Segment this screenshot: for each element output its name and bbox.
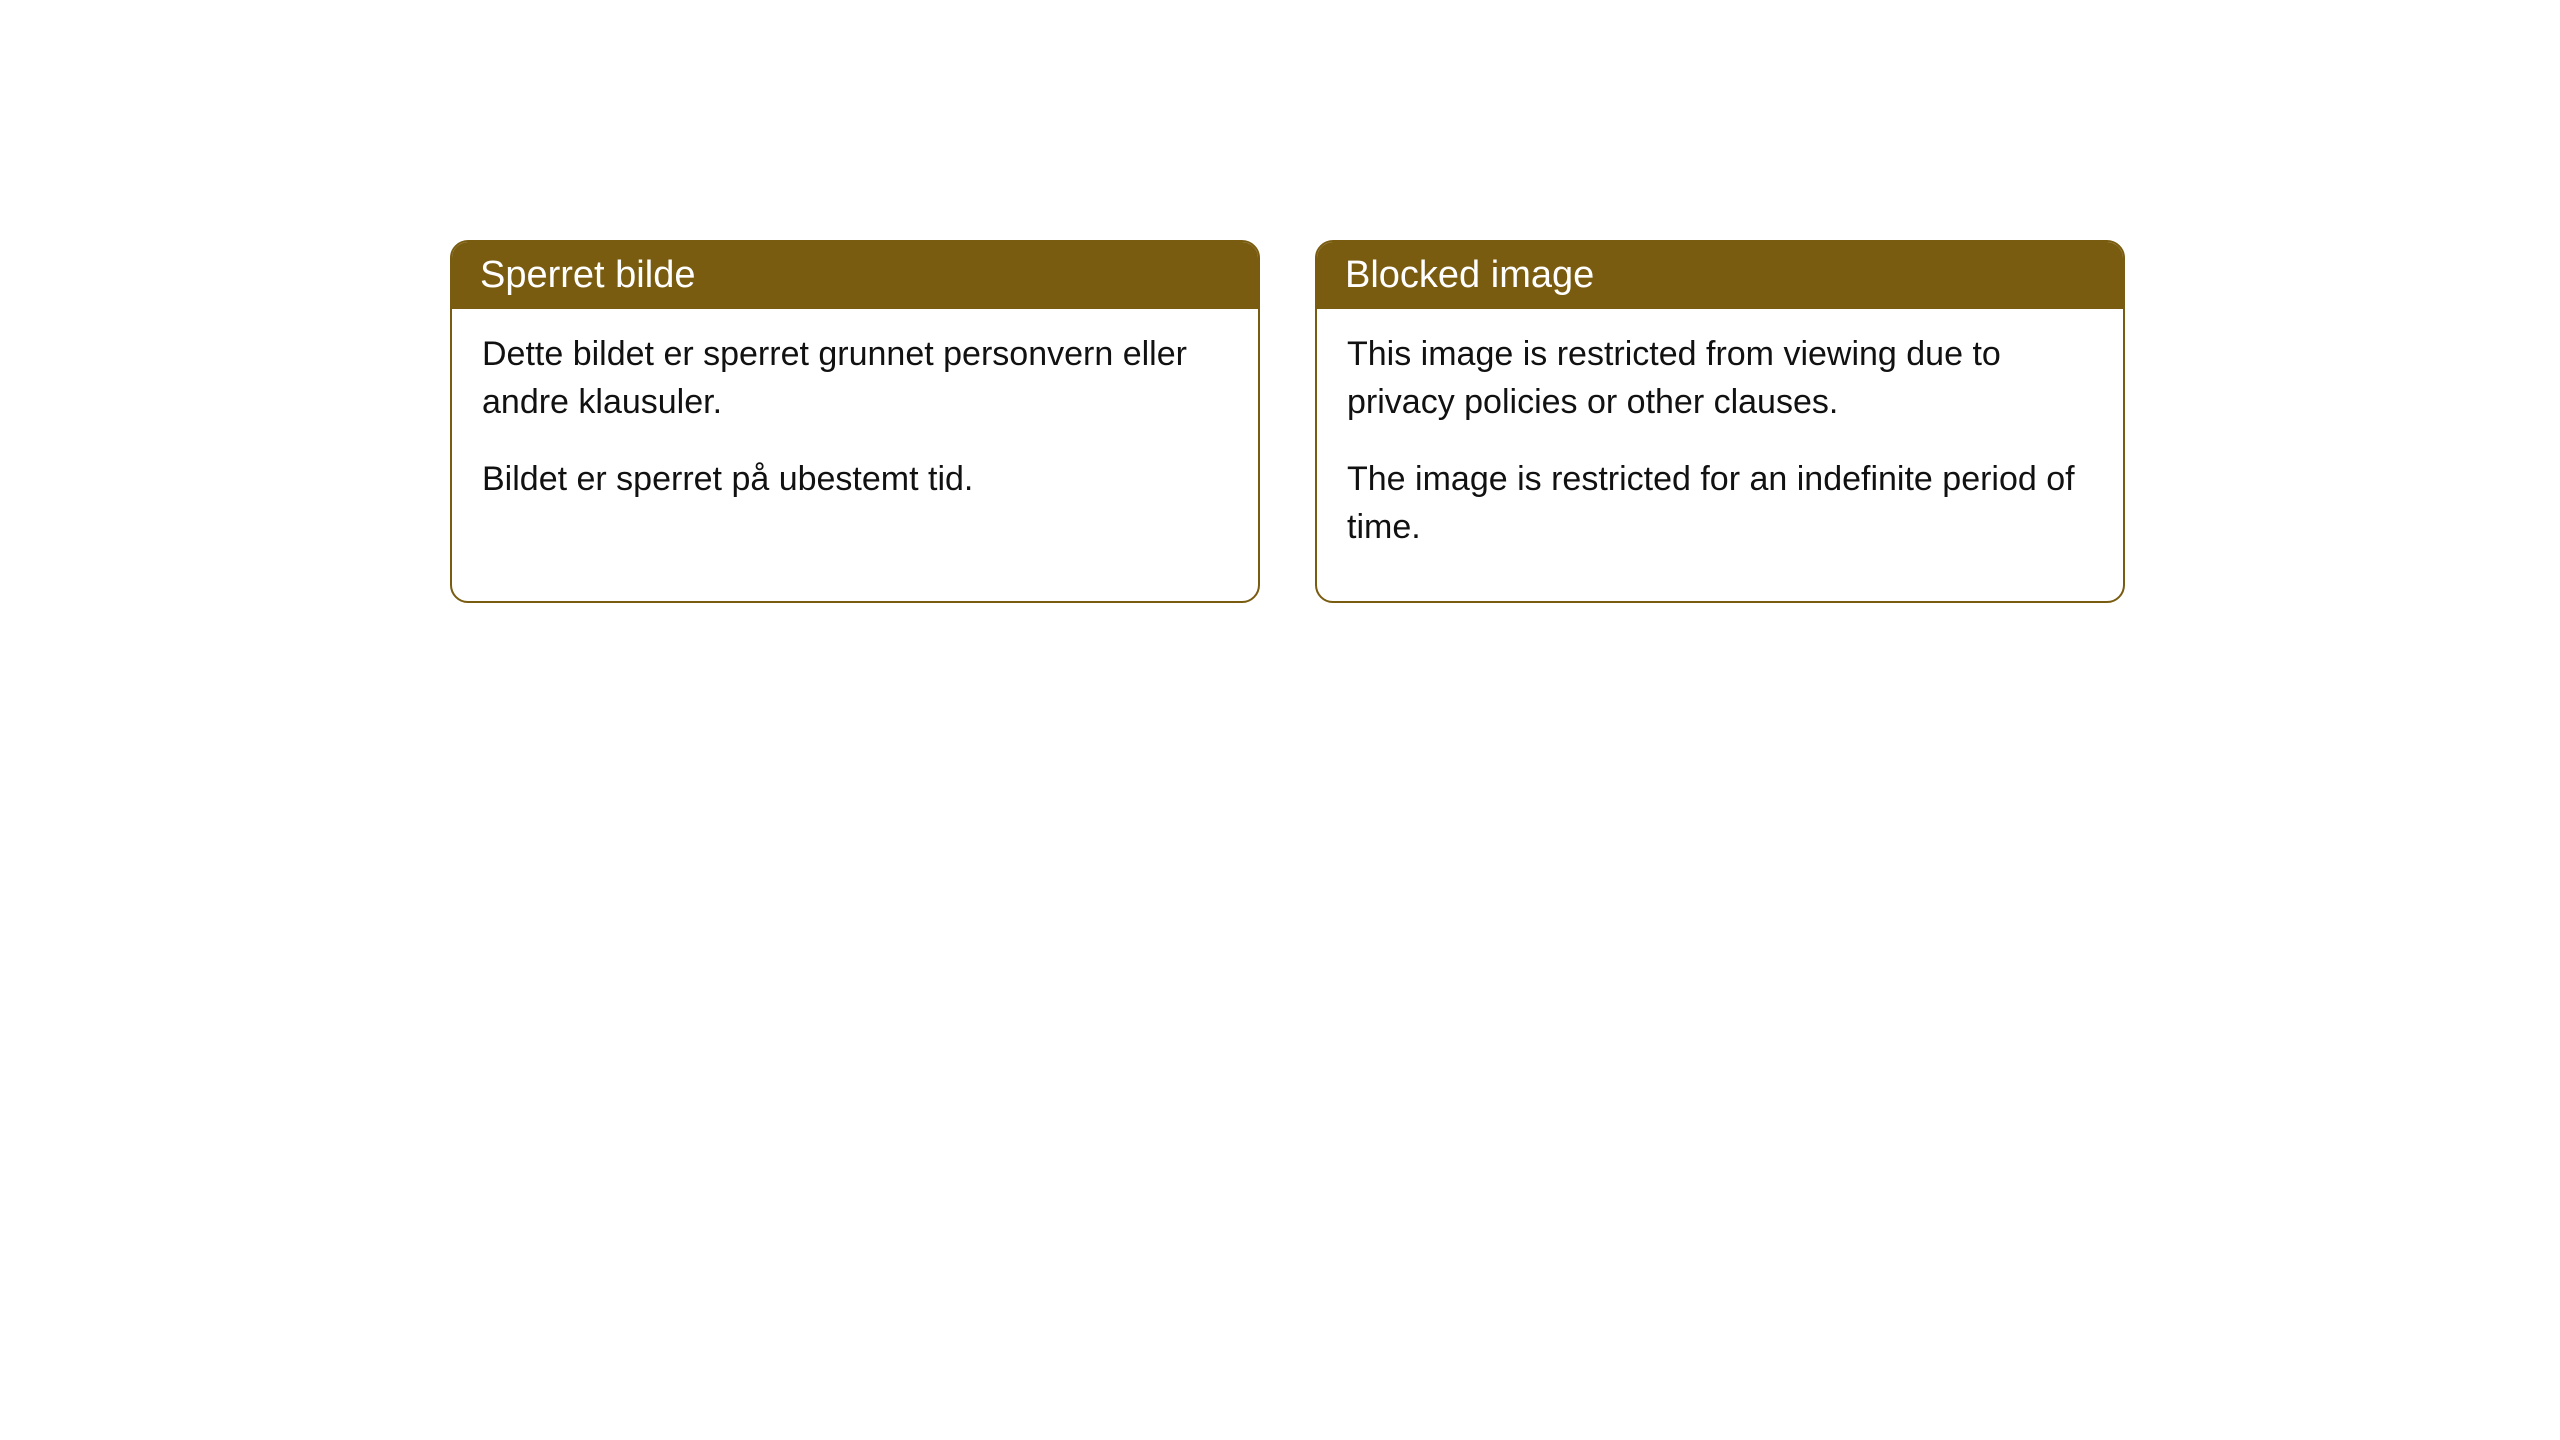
card-body-no: Dette bildet er sperret grunnet personve… [452, 309, 1258, 554]
card-title-en: Blocked image [1345, 254, 1594, 296]
card-text-en-2: The image is restricted for an indefinit… [1347, 456, 2093, 551]
card-header-no: Sperret bilde [452, 242, 1258, 309]
info-cards-container: Sperret bilde Dette bildet er sperret gr… [450, 240, 2560, 603]
card-text-no-1: Dette bildet er sperret grunnet personve… [482, 331, 1228, 426]
card-body-en: This image is restricted from viewing du… [1317, 309, 2123, 601]
card-title-no: Sperret bilde [480, 254, 695, 296]
blocked-image-card-no: Sperret bilde Dette bildet er sperret gr… [450, 240, 1260, 603]
card-text-en-1: This image is restricted from viewing du… [1347, 331, 2093, 426]
blocked-image-card-en: Blocked image This image is restricted f… [1315, 240, 2125, 603]
card-header-en: Blocked image [1317, 242, 2123, 309]
card-text-no-2: Bildet er sperret på ubestemt tid. [482, 456, 1228, 504]
